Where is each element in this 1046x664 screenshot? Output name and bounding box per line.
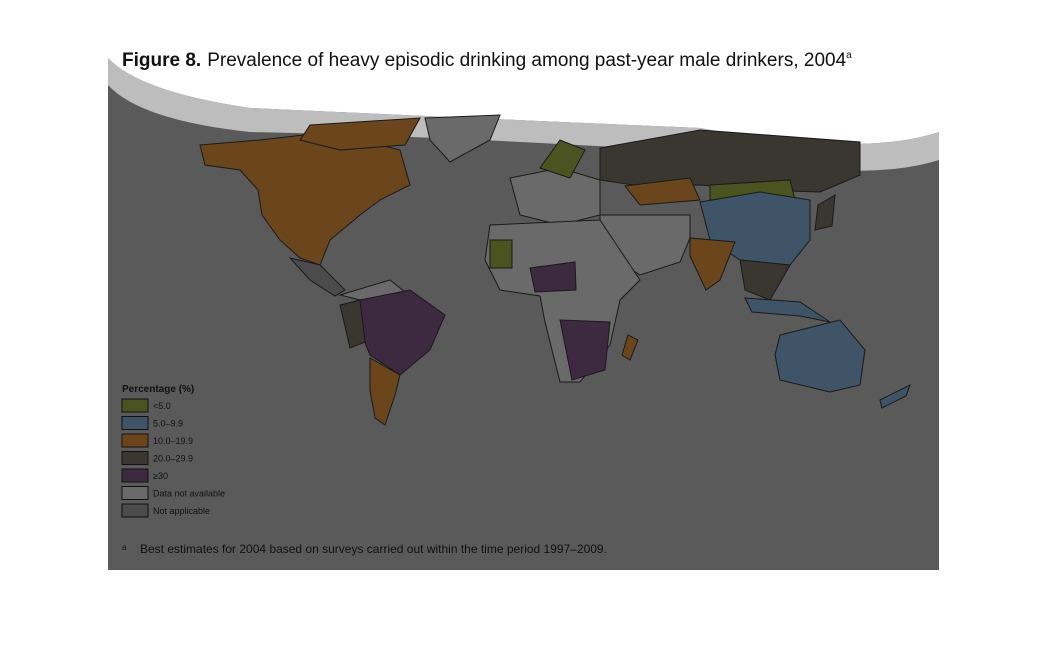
title-text: Prevalence of heavy episodic drinking am… [207, 50, 846, 71]
country [744, 297, 831, 323]
country [559, 319, 611, 381]
legend-swatch [121, 451, 149, 465]
legend-swatch [121, 416, 149, 430]
country [814, 194, 836, 231]
country [288, 257, 346, 297]
legend-swatch [121, 503, 149, 518]
legend-label: ≥30 [153, 471, 168, 481]
legend-swatch [121, 433, 149, 448]
footnote: Best estimates for 2004 based on surveys… [140, 542, 607, 556]
country [489, 239, 513, 269]
country [624, 177, 701, 206]
legend: <5.0 5.0–9.9 10.0–19.9 20.0–29.9 ≥30 Data not… [121, 398, 225, 518]
legend-label: 20.0–29.9 [153, 454, 193, 464]
country [879, 383, 911, 409]
country [299, 117, 421, 151]
legend-swatch [121, 468, 149, 483]
figure-label: Figure 8. [122, 50, 201, 71]
legend-label: 10.0–19.9 [153, 436, 193, 446]
title: Figure 8. Prevalence of heavy episodic dr… [122, 50, 852, 71]
map-edge [108, 37, 939, 145]
title-note-mark: a [846, 50, 852, 61]
legend-label: 5.0–9.9 [153, 419, 183, 429]
legend-title: Percentage (%) [122, 384, 194, 395]
country [539, 139, 586, 179]
legend-label: Not applicable [153, 506, 210, 516]
legend-label: Data not available [153, 489, 225, 499]
country [424, 114, 501, 163]
country [529, 261, 577, 293]
country [621, 334, 639, 361]
country [689, 237, 736, 291]
legend-swatch [121, 486, 149, 500]
footnote-mark: a [122, 543, 127, 552]
legend-label: <5.0 [153, 401, 171, 411]
country [369, 357, 401, 426]
country [774, 319, 866, 393]
country [339, 299, 366, 349]
legend-swatch [121, 398, 149, 413]
world-map [199, 114, 911, 426]
